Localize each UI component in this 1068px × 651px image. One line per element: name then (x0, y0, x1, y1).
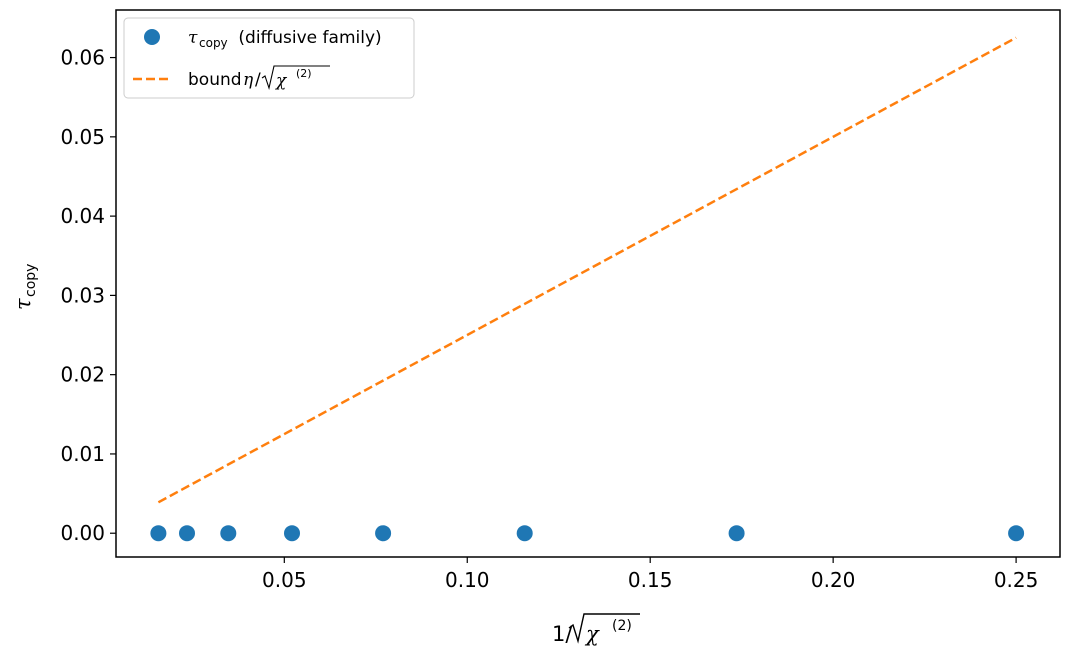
x-tick-label: 0.25 (994, 568, 1039, 592)
x-axis-label: 1/ χ (2) (552, 613, 640, 646)
data-point (375, 525, 392, 542)
legend-frame (123, 17, 415, 99)
legend-bound-radical (261, 65, 330, 91)
legend-scatter-subscript: copy (199, 36, 228, 50)
y-tick-label: 0.05 (60, 125, 105, 149)
x-tick-label: 0.15 (628, 568, 673, 592)
data-point (150, 525, 167, 542)
x-axis: 0.05 0.10 0.15 0.20 0.25 (262, 557, 1038, 592)
legend: τ copy (diffusive family) bound η / χ (2… (123, 17, 415, 99)
data-point (1008, 525, 1025, 542)
x-tick-label: 0.20 (811, 568, 856, 592)
data-point (284, 525, 300, 542)
data-point (516, 525, 533, 542)
legend-scatter-text: (diffusive family) (233, 28, 382, 48)
x-axis-label-superscript: (2) (612, 618, 632, 634)
y-axis-label: τ copy (11, 264, 39, 310)
x-tick-label: 0.05 (262, 568, 307, 592)
y-tick-label: 0.03 (60, 283, 105, 307)
data-point (728, 525, 745, 542)
y-tick-label: 0.04 (60, 204, 105, 228)
y-tick-label: 0.06 (60, 46, 105, 70)
bound-line (157, 36, 1017, 504)
legend-marker-scatter (144, 29, 160, 45)
legend-scatter-symbol: τ (188, 28, 198, 48)
y-axis-label-symbol: τ (11, 298, 35, 310)
x-axis-label-radical (568, 613, 640, 644)
y-tick-label: 0.01 (60, 442, 105, 466)
data-point (179, 525, 195, 542)
x-axis-label-prefix: 1/ (552, 622, 573, 646)
legend-bound-superscript: (2) (296, 67, 312, 80)
legend-bound-symbol: η (243, 70, 254, 90)
plot-area (150, 36, 1025, 542)
plot-frame (115, 9, 1061, 558)
x-axis-label-symbol: χ (584, 622, 600, 646)
legend-bound-root-symbol: χ (275, 71, 288, 91)
x-tick-label: 0.10 (445, 568, 490, 592)
y-axis-label-subscript: copy (23, 264, 39, 297)
y-tick-label: 0.00 (60, 521, 105, 545)
legend-bound-text: bound (188, 70, 247, 90)
legend-bound-slash: / (255, 70, 261, 90)
data-point (220, 525, 237, 542)
y-tick-label: 0.02 (60, 363, 105, 387)
y-axis: 0.00 0.01 0.02 0.03 0.04 0.05 0.06 (60, 46, 116, 545)
